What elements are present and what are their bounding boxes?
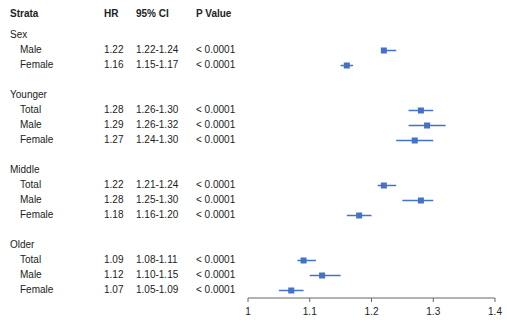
row-label: Total (20, 104, 41, 115)
p-value: < 0.0001 (196, 44, 236, 55)
tick (495, 298, 496, 302)
hr-point (381, 48, 387, 54)
row-label: Female (20, 134, 54, 145)
p-value: < 0.0001 (196, 269, 236, 280)
x-axis: 1 1.1 1.2 1.3 1.4 (245, 298, 502, 317)
p-value: < 0.0001 (196, 209, 236, 220)
ci-label: 1.25-1.30 (136, 194, 179, 205)
ci-line (378, 185, 397, 187)
hr-label: 1.28 (104, 194, 124, 205)
row-label: Male (20, 269, 42, 280)
hr-point (288, 288, 294, 294)
ci-label: 1.05-1.09 (136, 284, 179, 295)
ci-label: 1.15-1.17 (136, 59, 179, 70)
hr-point (356, 213, 362, 219)
ci-label: 1.22-1.24 (136, 44, 179, 55)
tick (309, 298, 310, 302)
row-label: Total (20, 254, 41, 265)
header: Strata HR 95% CI P Value (10, 8, 232, 19)
row-label: Younger (10, 89, 48, 100)
ci-label: 1.10-1.15 (136, 269, 179, 280)
marks (279, 48, 446, 294)
ci-line (310, 275, 341, 277)
hr-point (344, 63, 350, 69)
hr-label: 1.07 (104, 284, 124, 295)
hr-label: 1.09 (104, 254, 124, 265)
column-header: HR (104, 8, 119, 19)
p-value: < 0.0001 (196, 134, 236, 145)
hr-point (418, 108, 424, 114)
hr-label: 1.18 (104, 209, 124, 220)
hr-label: 1.28 (104, 104, 124, 115)
ci-label: 1.26-1.30 (136, 104, 179, 115)
hr-point (381, 183, 387, 189)
p-value: < 0.0001 (196, 179, 236, 190)
hr-label: 1.29 (104, 119, 124, 130)
hr-label: 1.22 (104, 44, 124, 55)
hr-point (412, 138, 418, 144)
hr-label: 1.27 (104, 134, 124, 145)
hr-point (319, 273, 325, 279)
row-label: Male (20, 119, 42, 130)
ci-label: 1.24-1.30 (136, 134, 179, 145)
column-header: P Value (196, 8, 232, 19)
column-header: Strata (10, 8, 39, 19)
p-value: < 0.0001 (196, 59, 236, 70)
tick-label: 1.1 (303, 306, 317, 317)
row-label: Female (20, 209, 54, 220)
hr-point (301, 258, 307, 264)
row-label: Male (20, 194, 42, 205)
hr-label: 1.22 (104, 179, 124, 190)
row-label: Total (20, 179, 41, 190)
ci-line (402, 200, 433, 202)
tick-label: 1.3 (426, 306, 440, 317)
ci-label: 1.21-1.24 (136, 179, 179, 190)
ci-line (297, 260, 316, 262)
column-header: 95% CI (136, 8, 169, 19)
hr-label: 1.12 (104, 269, 124, 280)
row-label: Male (20, 44, 42, 55)
row-label: Female (20, 284, 54, 295)
hr-label: 1.16 (104, 59, 124, 70)
row-label: Sex (10, 29, 27, 40)
tick-label: 1.4 (488, 306, 502, 317)
tick (371, 298, 372, 302)
hr-point (418, 198, 424, 204)
p-value: < 0.0001 (196, 284, 236, 295)
forest-chart: Strata HR 95% CI P Value 1 1.1 1.2 1.3 1.4 Sex Mal… (0, 0, 507, 330)
ci-label: 1.26-1.32 (136, 119, 179, 130)
row-label: Middle (10, 164, 40, 175)
tick (433, 298, 434, 302)
tick-label: 1 (245, 306, 251, 317)
tick (248, 298, 249, 302)
row-label: Female (20, 59, 54, 70)
row-label: Older (10, 239, 35, 250)
p-value: < 0.0001 (196, 104, 236, 115)
p-value: < 0.0001 (196, 254, 236, 265)
ci-label: 1.16-1.20 (136, 209, 179, 220)
p-value: < 0.0001 (196, 119, 236, 130)
ci-label: 1.08-1.11 (136, 254, 178, 265)
tick-label: 1.2 (365, 306, 379, 317)
hr-point (424, 123, 430, 129)
table: Sex Male 1.22 1.22-1.24 < 0.0001 Female 1.16 1.… (10, 29, 236, 295)
p-value: < 0.0001 (196, 194, 236, 205)
